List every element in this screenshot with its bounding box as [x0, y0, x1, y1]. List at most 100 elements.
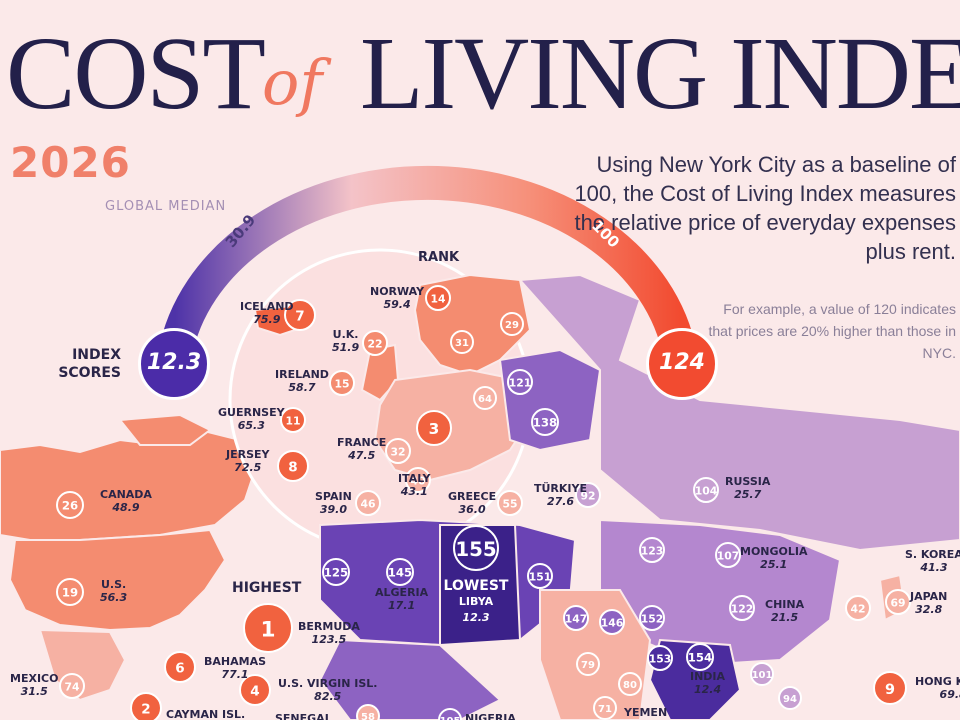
country-ireland-marker [329, 370, 355, 396]
country-libya-marker [453, 525, 499, 571]
country-bermuda-marker [243, 603, 293, 653]
country-mexico-marker [59, 673, 85, 699]
country-mongolia-value: 25.1 [760, 558, 788, 571]
year-label: 2026 [10, 138, 131, 187]
country-s-korea-marker [845, 595, 871, 621]
country-u-s--marker [56, 578, 84, 606]
country-norway-name: NORWAY [370, 285, 425, 298]
country-spain-value: 39.0 [319, 503, 347, 516]
title-word-living-index: LIVING INDEX [360, 16, 960, 131]
country-mongolia-name: MONGOLIA [740, 545, 808, 558]
lowest-label: LOWEST [443, 578, 509, 594]
country-guernsey-label: GUERNSEY 65.3 [218, 406, 285, 432]
country-italy-rank: 40 [410, 474, 425, 487]
country-algeria-marker [386, 558, 414, 586]
country-s-korea-name: S. KOREA [905, 548, 960, 561]
index-scores-label: INDEX SCORES [55, 346, 121, 382]
country-mexico-value: 31.5 [20, 685, 48, 698]
country-mongolia-rank: 107 [717, 549, 740, 562]
country-bahamas-value: 77.1 [221, 668, 249, 681]
country-nigeria-name: NIGERIA [465, 712, 516, 720]
rank-151-marker [527, 563, 553, 589]
country-india-name: INDIA [690, 670, 726, 683]
country-china-rank: 122 [731, 602, 754, 615]
rank-152-marker [639, 605, 665, 631]
country-france-name: FRANCE [337, 436, 387, 449]
country-mexico-name: MEXICO [10, 672, 59, 685]
country-cayman-isl--marker [130, 692, 162, 720]
rank-29-rank: 29 [505, 320, 519, 331]
west-africa-shape [318, 638, 502, 720]
global-median-label: GLOBAL MEDIAN [105, 199, 227, 214]
country-russia-rank: 104 [695, 484, 718, 497]
country-greece-value: 36.0 [458, 503, 486, 516]
country-norway-label: NORWAY 59.4 [370, 285, 424, 311]
country-nigeria-rank: 105 [440, 716, 461, 720]
country-u-s--value: 56.3 [100, 591, 128, 604]
lowest-callout: LOWEST LIBYA 12.3 [440, 578, 512, 626]
country-bahamas-rank: 6 [175, 660, 184, 676]
country-cayman-isl--label: CAYMAN ISL. [166, 708, 245, 720]
country-u-s-virgin-isl--label: U.S. VIRGIN ISL. 82.5 [278, 677, 377, 703]
country-t-rkiye-rank: 92 [580, 489, 595, 502]
country-italy-name: ITALY [398, 472, 431, 485]
country-algeria-value: 17.1 [388, 599, 416, 612]
country-s-korea-rank: 42 [850, 602, 865, 615]
country-t-rkiye-label: TÜRKIYE 27.6 [534, 482, 587, 508]
rank-31-rank: 31 [455, 338, 469, 349]
country-india-marker [686, 643, 714, 671]
country-mongolia-marker [715, 542, 741, 568]
country-france-value: 47.5 [348, 449, 376, 462]
example-text: For example, a value of 120 indicates th… [708, 301, 957, 361]
country-italy-value: 43.1 [400, 485, 428, 498]
rank-79-rank: 79 [581, 660, 595, 671]
country-india-rank: 154 [688, 651, 712, 665]
country-senegal-label: SENEGAL35.5 [275, 712, 332, 720]
country-iceland-rank: 7 [295, 308, 304, 324]
greenland-shape [118, 413, 212, 446]
scale-min-bubble [138, 328, 210, 400]
country-nigeria-label: NIGERIA [465, 712, 516, 720]
highest-label: HIGHEST [232, 580, 302, 596]
country-canada-rank: 26 [62, 499, 78, 513]
country-senegal-name: SENEGAL [275, 712, 332, 720]
country-bahamas-label: BAHAMAS 77.1 [204, 655, 266, 681]
country-u-s-virgin-isl--value: 82.5 [314, 690, 342, 703]
country-bermuda-rank: 1 [260, 618, 275, 643]
rank-3-rank: 3 [429, 420, 440, 438]
rank-125-rank: 125 [324, 566, 348, 580]
rank-79-marker [576, 652, 600, 676]
country-greece-rank: 55 [502, 497, 517, 510]
country-china-label: CHINA 21.5 [765, 598, 804, 624]
country-mongolia-label: MONGOLIA 25.1 [740, 545, 808, 571]
country-nigeria-marker [438, 708, 462, 720]
country-u-s-virgin-isl--name: U.S. VIRGIN ISL. [278, 677, 378, 690]
country-italy-marker [405, 467, 431, 493]
country-cayman-isl--name: CAYMAN ISL. [166, 708, 246, 720]
country-guernsey-rank: 11 [285, 414, 300, 427]
country-yemen-label: YEMEN [624, 706, 667, 719]
country-jersey-marker [277, 450, 309, 482]
rank-101-rank: 101 [752, 670, 773, 681]
country-canada-marker [56, 491, 84, 519]
country-yemen-name: YEMEN [624, 706, 668, 719]
rank-138-marker [531, 408, 559, 436]
country-s-korea-value: 41.3 [920, 561, 948, 574]
country-jersey-value: 72.5 [234, 461, 262, 474]
country-mexico-label: MEXICO 31.5 [10, 672, 58, 698]
country-u-s--rank: 19 [62, 586, 78, 600]
country-india-label: INDIA 12.4 [690, 670, 725, 696]
title-word-cost: COST [6, 16, 266, 131]
country-u-s-virgin-isl--marker [239, 674, 271, 706]
country-u-s--name: U.S. [100, 578, 127, 591]
country-algeria-label: ALGERIA 17.1 [375, 586, 428, 612]
country-u-k--label: U.K. 51.9 [332, 328, 359, 354]
country-france-marker [385, 438, 411, 464]
country-spain-name: SPAIN [315, 490, 352, 503]
rank-80-marker [618, 672, 642, 696]
country-hong-kong-label: HONG KONG69.8 [915, 675, 960, 701]
country-yemen-marker [593, 696, 617, 720]
